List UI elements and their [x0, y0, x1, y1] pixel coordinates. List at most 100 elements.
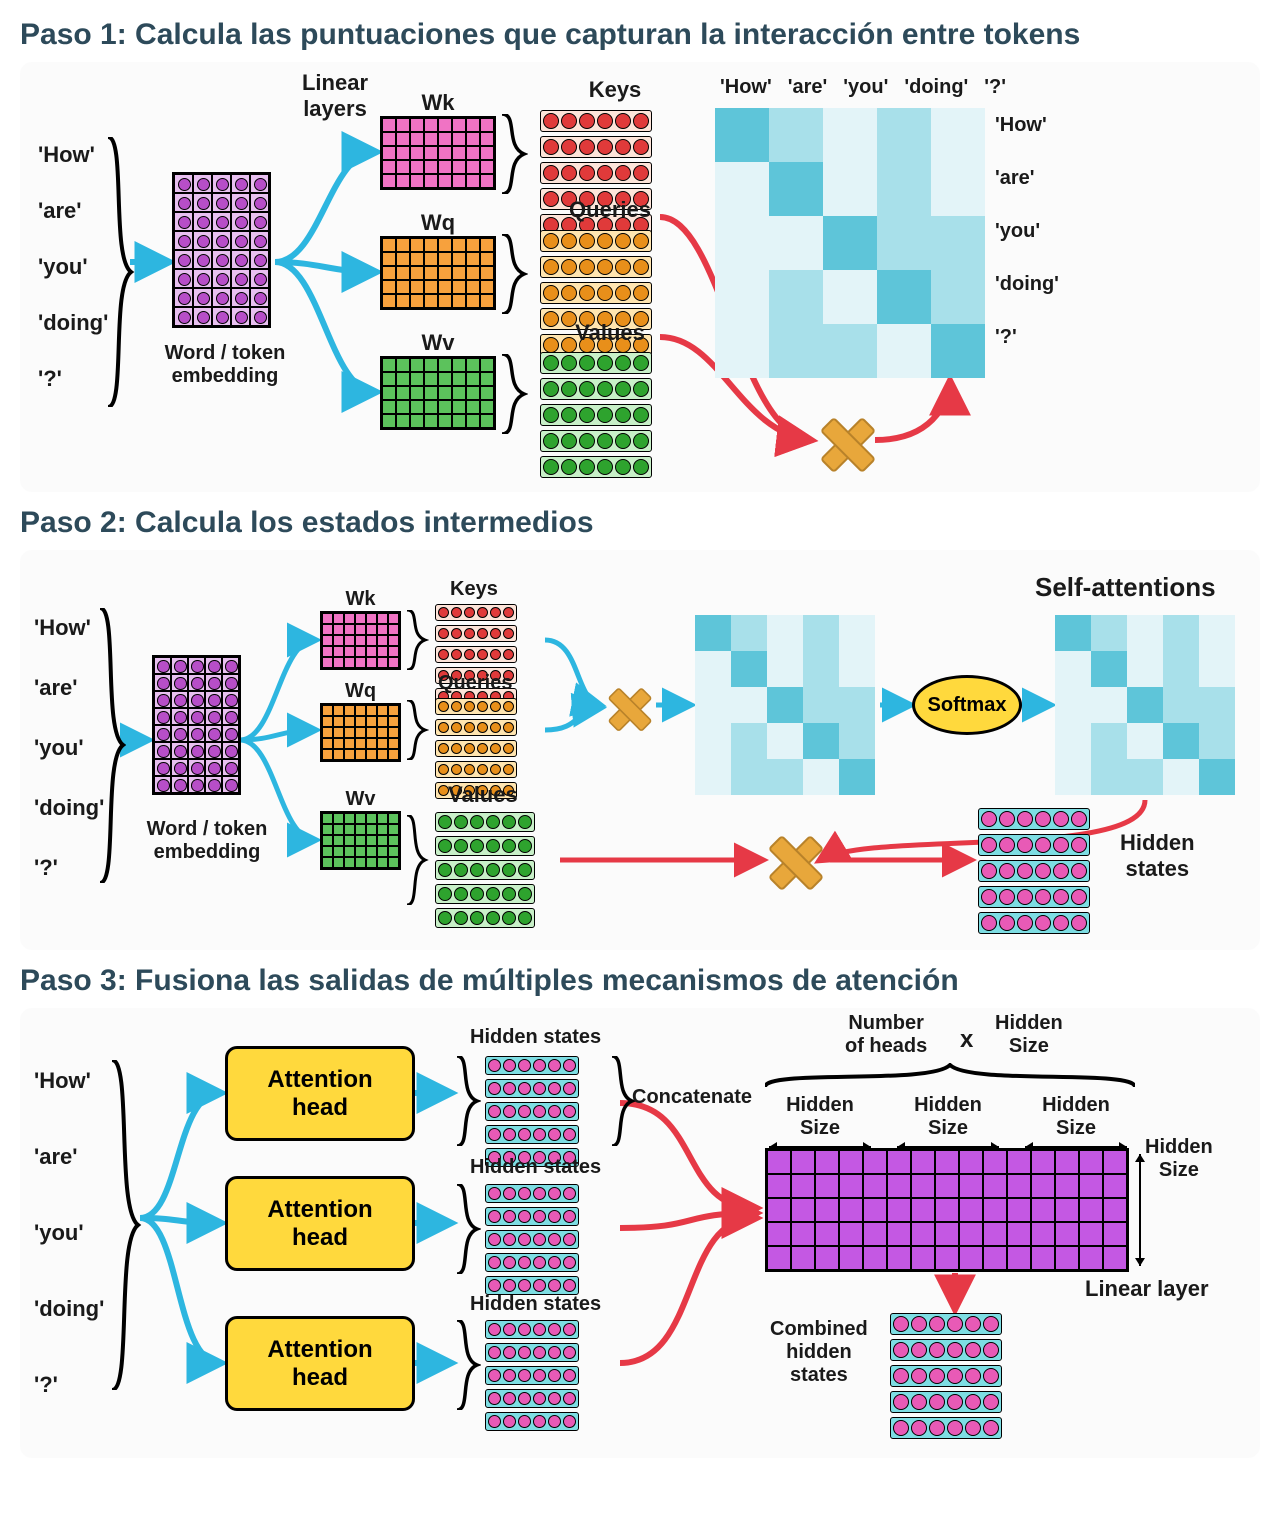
hidden-states-stack	[485, 1056, 579, 1167]
step2-token-brace	[98, 608, 126, 883]
hidden-states-label: Hidden states	[1120, 830, 1195, 882]
token: 'How'	[34, 615, 104, 641]
token: 'are'	[38, 198, 108, 224]
hm-row: 'are'	[995, 167, 1059, 190]
hidden-size-right-label: Hidden Size	[1145, 1136, 1213, 1182]
values-stack	[435, 812, 535, 928]
hm-row: 'How'	[995, 114, 1059, 137]
values-stack	[540, 352, 652, 478]
hm-row: '?'	[995, 326, 1059, 349]
wk-label: Wk	[320, 588, 401, 611]
keys-label: Keys	[560, 77, 670, 103]
top-brace	[765, 1063, 1135, 1091]
step1-token-brace	[106, 137, 136, 407]
brace	[500, 354, 528, 434]
token: 'How'	[38, 142, 108, 168]
token: 'are'	[34, 675, 104, 701]
linear-layer-label: Linear layer	[1085, 1276, 1209, 1302]
token: 'doing'	[34, 1296, 104, 1322]
wv-label: Wv	[380, 330, 496, 356]
hidden-states-label: Hidden states	[470, 1156, 601, 1179]
queries-label: Queries	[438, 672, 512, 695]
hidden-size-label: Hidden Size	[765, 1094, 875, 1140]
hm-row: 'doing'	[995, 273, 1059, 296]
wv-matrix	[320, 811, 401, 870]
self-attentions-label: Self-attentions	[1035, 572, 1216, 603]
attention-head-box: Attention head	[225, 1316, 415, 1411]
hm-row: 'you'	[995, 220, 1059, 243]
brace	[405, 815, 429, 905]
step1-tokens: 'How' 'are' 'you' 'doing' '?'	[38, 142, 108, 392]
hidden-size-label: Hidden Size	[893, 1094, 1003, 1140]
step1-linear-layers-label: Linear layers	[285, 70, 385, 122]
token: '?'	[34, 855, 104, 881]
hm-col: '?'	[984, 76, 1006, 99]
step2-tokens: 'How' 'are' 'you' 'doing' '?'	[34, 615, 104, 881]
brace	[405, 610, 429, 670]
wv-matrix	[380, 356, 496, 430]
values-label: Values	[448, 782, 518, 808]
num-heads-label: Number of heads	[845, 1012, 927, 1058]
brace	[405, 700, 429, 760]
linear-layer-matrix	[765, 1148, 1129, 1272]
step2-heatmap-post	[1055, 615, 1235, 795]
combined-hidden-states	[890, 1313, 1002, 1439]
combined-hidden-label: Combined hidden states	[770, 1318, 868, 1387]
brace	[455, 1184, 481, 1274]
token: 'you'	[38, 254, 108, 280]
token: 'doing'	[34, 795, 104, 821]
wk-label: Wk	[380, 90, 496, 116]
attention-head-box: Attention head	[225, 1046, 415, 1141]
step3-title: Paso 3: Fusiona las salidas de múltiples…	[20, 964, 1260, 998]
wk-matrix	[380, 116, 496, 190]
hidden-size-label: Hidden Size	[1021, 1094, 1131, 1140]
step1-heatmap-col-labels: 'How' 'are' 'you' 'doing' '?'	[720, 76, 1006, 99]
step1-title: Paso 1: Calcula las puntuaciones que cap…	[20, 18, 1260, 52]
step1-panel: 'How' 'are' 'you' 'doing' '?' Word / tok…	[20, 62, 1260, 492]
step3-tokens: 'How' 'are' 'you' 'doing' '?'	[34, 1068, 104, 1398]
x-symbol: x	[960, 1026, 973, 1054]
wk-matrix	[320, 611, 401, 670]
hidden-states-stack	[485, 1184, 579, 1295]
multiply-icon	[820, 415, 876, 471]
step2-heatmap-pre	[695, 615, 875, 795]
multiply-icon	[768, 833, 824, 889]
token: 'How'	[34, 1068, 104, 1094]
hidden-states-label: Hidden states	[470, 1026, 601, 1049]
multiply-icon	[608, 686, 653, 731]
queries-label: Queries	[545, 197, 675, 223]
wq-label: Wq	[380, 210, 496, 236]
softmax-box: Softmax	[912, 675, 1022, 735]
token: '?'	[34, 1372, 104, 1398]
step1-embed-label: Word / token embedding	[150, 342, 300, 388]
hidden-size-label: Hidden Size	[995, 1012, 1063, 1058]
step2-embed-label: Word / token embedding	[132, 818, 282, 864]
token: 'you'	[34, 735, 104, 761]
brace	[500, 114, 528, 194]
wq-matrix	[380, 236, 496, 310]
token: 'you'	[34, 1220, 104, 1246]
hidden-states-stack	[485, 1320, 579, 1431]
hm-col: 'are'	[788, 76, 828, 99]
wv-label: Wv	[320, 788, 401, 811]
step2-panel: 'How' 'are' 'you' 'doing' '?' Word / tok…	[20, 550, 1260, 950]
hidden-states-label: Hidden states	[470, 1293, 601, 1316]
hm-col: 'you'	[843, 76, 888, 99]
wq-matrix	[320, 703, 401, 762]
brace	[455, 1056, 481, 1146]
step3-panel: 'How' 'are' 'you' 'doing' '?' Attention …	[20, 1008, 1260, 1458]
hm-col: 'doing'	[904, 76, 968, 99]
token: 'doing'	[38, 310, 108, 336]
token: 'are'	[34, 1144, 104, 1170]
brace	[500, 234, 528, 314]
step1-heatmap	[715, 108, 985, 378]
concatenate-label: Concatenate	[632, 1086, 752, 1109]
step1-embedding	[172, 172, 271, 331]
brace	[455, 1320, 481, 1410]
attention-head-box: Attention head	[225, 1176, 415, 1271]
keys-label: Keys	[450, 578, 498, 601]
step1-heatmap-row-labels: 'How' 'are' 'you' 'doing' '?'	[995, 114, 1059, 349]
wq-label: Wq	[320, 680, 401, 703]
hm-col: 'How'	[720, 76, 772, 99]
step3-token-brace	[110, 1060, 142, 1390]
